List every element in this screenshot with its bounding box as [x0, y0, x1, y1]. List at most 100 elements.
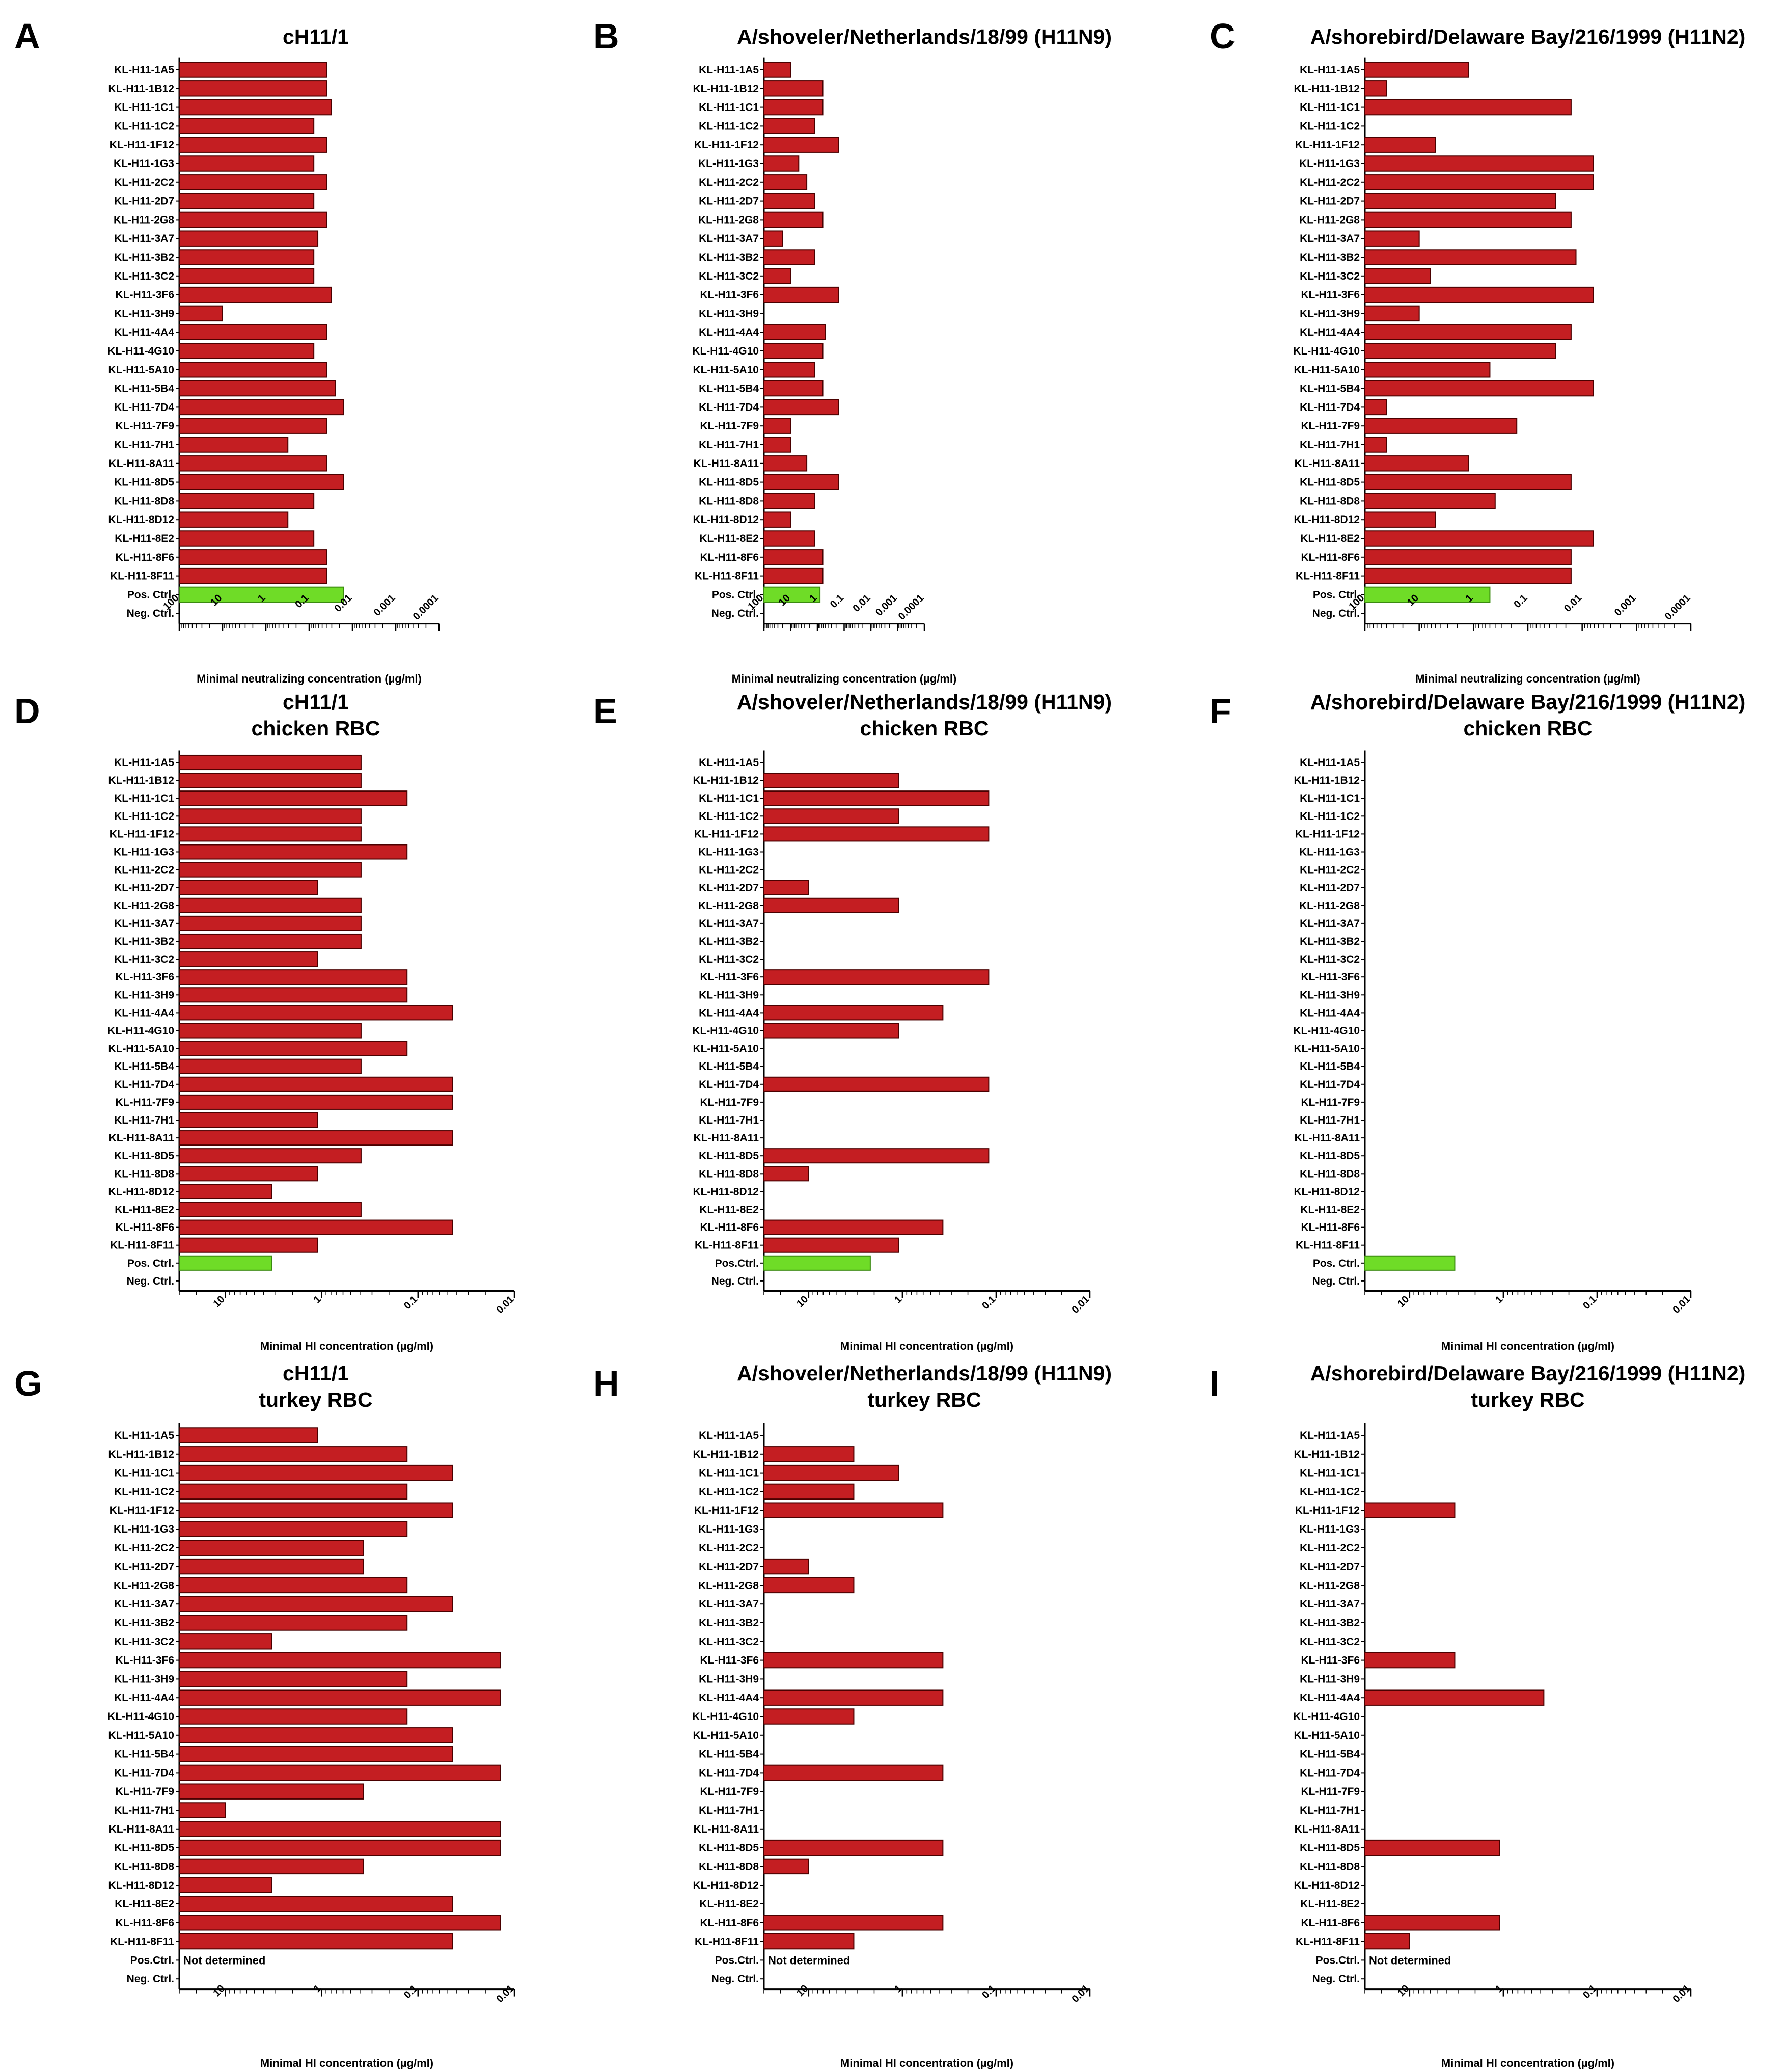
x-tick-label: 0.01 [1670, 1294, 1692, 1316]
data-bar [179, 362, 327, 378]
data-bar [763, 174, 808, 190]
data-bar [179, 324, 327, 340]
x-axis-label: Minimal HI concentration (µg/ml) [840, 1340, 1013, 1352]
category-label: KL-H11-5A10 [1294, 364, 1360, 376]
category-label: KL-H11-8F6 [1301, 552, 1360, 563]
category-label: KL-H11-8D12 [1294, 514, 1360, 526]
category-label: KL-H11-1A5 [1300, 757, 1360, 769]
panel-title: A/shoveler/Netherlands/18/99 (H11N9) [737, 25, 1112, 48]
category-label: KL-H11-1B12 [108, 83, 174, 95]
category-label: KL-H11-2G8 [698, 900, 759, 912]
category-label: KL-H11-8A11 [694, 1823, 759, 1835]
category-label: KL-H11-3C2 [114, 270, 174, 282]
panel-title: A/shorebird/Delaware Bay/216/1999 (H11N2… [1310, 690, 1746, 714]
category-label: KL-H11-4A4 [1300, 326, 1360, 338]
category-label: KL-H11-8D12 [693, 514, 759, 526]
category-label: KL-H11-3A7 [114, 1598, 174, 1610]
category-label: KL-H11-1C2 [114, 120, 174, 132]
x-tick-label: 0.001 [1612, 592, 1638, 618]
data-bar [1364, 474, 1572, 490]
category-label: KL-H11-3B2 [699, 936, 759, 947]
category-label: KL-H11-3H9 [114, 308, 174, 319]
data-bar [179, 230, 319, 247]
category-label: KL-H11-8F6 [700, 1917, 759, 1929]
data-bar [179, 1076, 453, 1092]
category-label: KL-H11-3F6 [115, 289, 174, 301]
category-label: KL-H11-7H1 [699, 439, 759, 451]
category-label: Neg. Ctrl. [1312, 608, 1360, 619]
data-bar [1364, 418, 1518, 434]
panel-title: cH11/1 [283, 1361, 349, 1385]
data-bar [179, 1166, 318, 1182]
category-label: KL-H11-8D8 [699, 1861, 759, 1872]
category-label: KL-H11-7D4 [1300, 401, 1360, 413]
data-bar [763, 1166, 809, 1182]
category-label: KL-H11-1F12 [109, 828, 174, 840]
data-bar [179, 987, 408, 1003]
category-label: KL-H11-7F9 [1301, 420, 1360, 432]
data-bar [763, 826, 990, 842]
data-bar [179, 380, 336, 397]
category-label: KL-H11-8F11 [1296, 570, 1360, 582]
category-label: KL-H11-7H1 [1300, 1805, 1360, 1816]
not-determined-note: Not determined [183, 1954, 265, 1967]
data-bar [1364, 305, 1420, 322]
data-bar [179, 1915, 501, 1931]
category-label: KL-H11-7H1 [114, 439, 174, 451]
data-bar [763, 773, 899, 788]
panel-letter: I [1210, 1364, 1219, 1403]
category-label: KL-H11-4A4 [1300, 1692, 1360, 1704]
category-label: KL-H11-8F11 [1296, 1240, 1360, 1251]
data-bar [179, 1671, 408, 1687]
panel-letter: F [1210, 691, 1231, 731]
category-label: KL-H11-5B4 [1300, 383, 1360, 395]
category-label: KL-H11-2C2 [1300, 1542, 1360, 1554]
data-bar [1364, 1933, 1410, 1950]
category-label: KL-H11-3A7 [699, 1598, 759, 1610]
panel-b: B A/shoveler/Netherlands/18/99 (H11N9) KL-… [593, 16, 1112, 685]
category-label: KL-H11-3A7 [1300, 918, 1360, 930]
category-label: KL-H11-3H9 [699, 1673, 759, 1685]
category-label: KL-H11-1G3 [1299, 1523, 1360, 1535]
data-bar [763, 324, 826, 340]
data-bar [763, 62, 791, 78]
data-bar [763, 1577, 855, 1594]
data-bar [763, 549, 824, 565]
data-bar [179, 880, 318, 895]
category-label: KL-H11-8D8 [699, 1168, 759, 1180]
x-tick-label: 0.1 [402, 1983, 420, 2001]
category-label: KL-H11-8D12 [108, 1879, 174, 1891]
category-label: KL-H11-8E2 [699, 1898, 759, 1910]
data-bar [179, 437, 289, 453]
category-label: KL-H11-7H1 [699, 1805, 759, 1816]
category-label: KL-H11-1A5 [699, 757, 759, 769]
panel-letter: B [593, 16, 619, 56]
data-bar [763, 1148, 990, 1164]
category-label: KL-H11-3F6 [1301, 1655, 1360, 1667]
category-label: KL-H11-8D8 [699, 495, 759, 507]
category-label: KL-H11-2D7 [114, 1561, 174, 1573]
category-label: KL-H11-1A5 [699, 1430, 759, 1441]
data-bar [763, 1652, 944, 1669]
category-label: Pos.Ctrl. [130, 1954, 174, 1966]
data-bar [1364, 174, 1594, 190]
data-bar [1364, 249, 1577, 265]
category-label: KL-H11-2C2 [114, 864, 174, 876]
category-label: KL-H11-1B12 [108, 775, 174, 786]
x-tick-label: 0.01 [494, 1983, 516, 2005]
category-label: KL-H11-4A4 [114, 1007, 174, 1019]
data-bar [179, 1427, 318, 1443]
data-bar [179, 1148, 362, 1164]
category-label: KL-H11-2D7 [1300, 882, 1360, 894]
category-label: KL-H11-1A5 [114, 757, 174, 769]
category-label: KL-H11-3C2 [699, 270, 759, 282]
category-label: KL-H11-8D12 [693, 1186, 759, 1197]
data-bar [179, 249, 315, 265]
category-label: KL-H11-3B2 [699, 252, 759, 263]
data-bar [763, 211, 824, 228]
category-label: KL-H11-3B2 [114, 1617, 174, 1629]
category-label: KL-H11-1B12 [693, 1449, 759, 1460]
panel-letter: D [14, 691, 40, 731]
data-bar [1364, 80, 1387, 97]
